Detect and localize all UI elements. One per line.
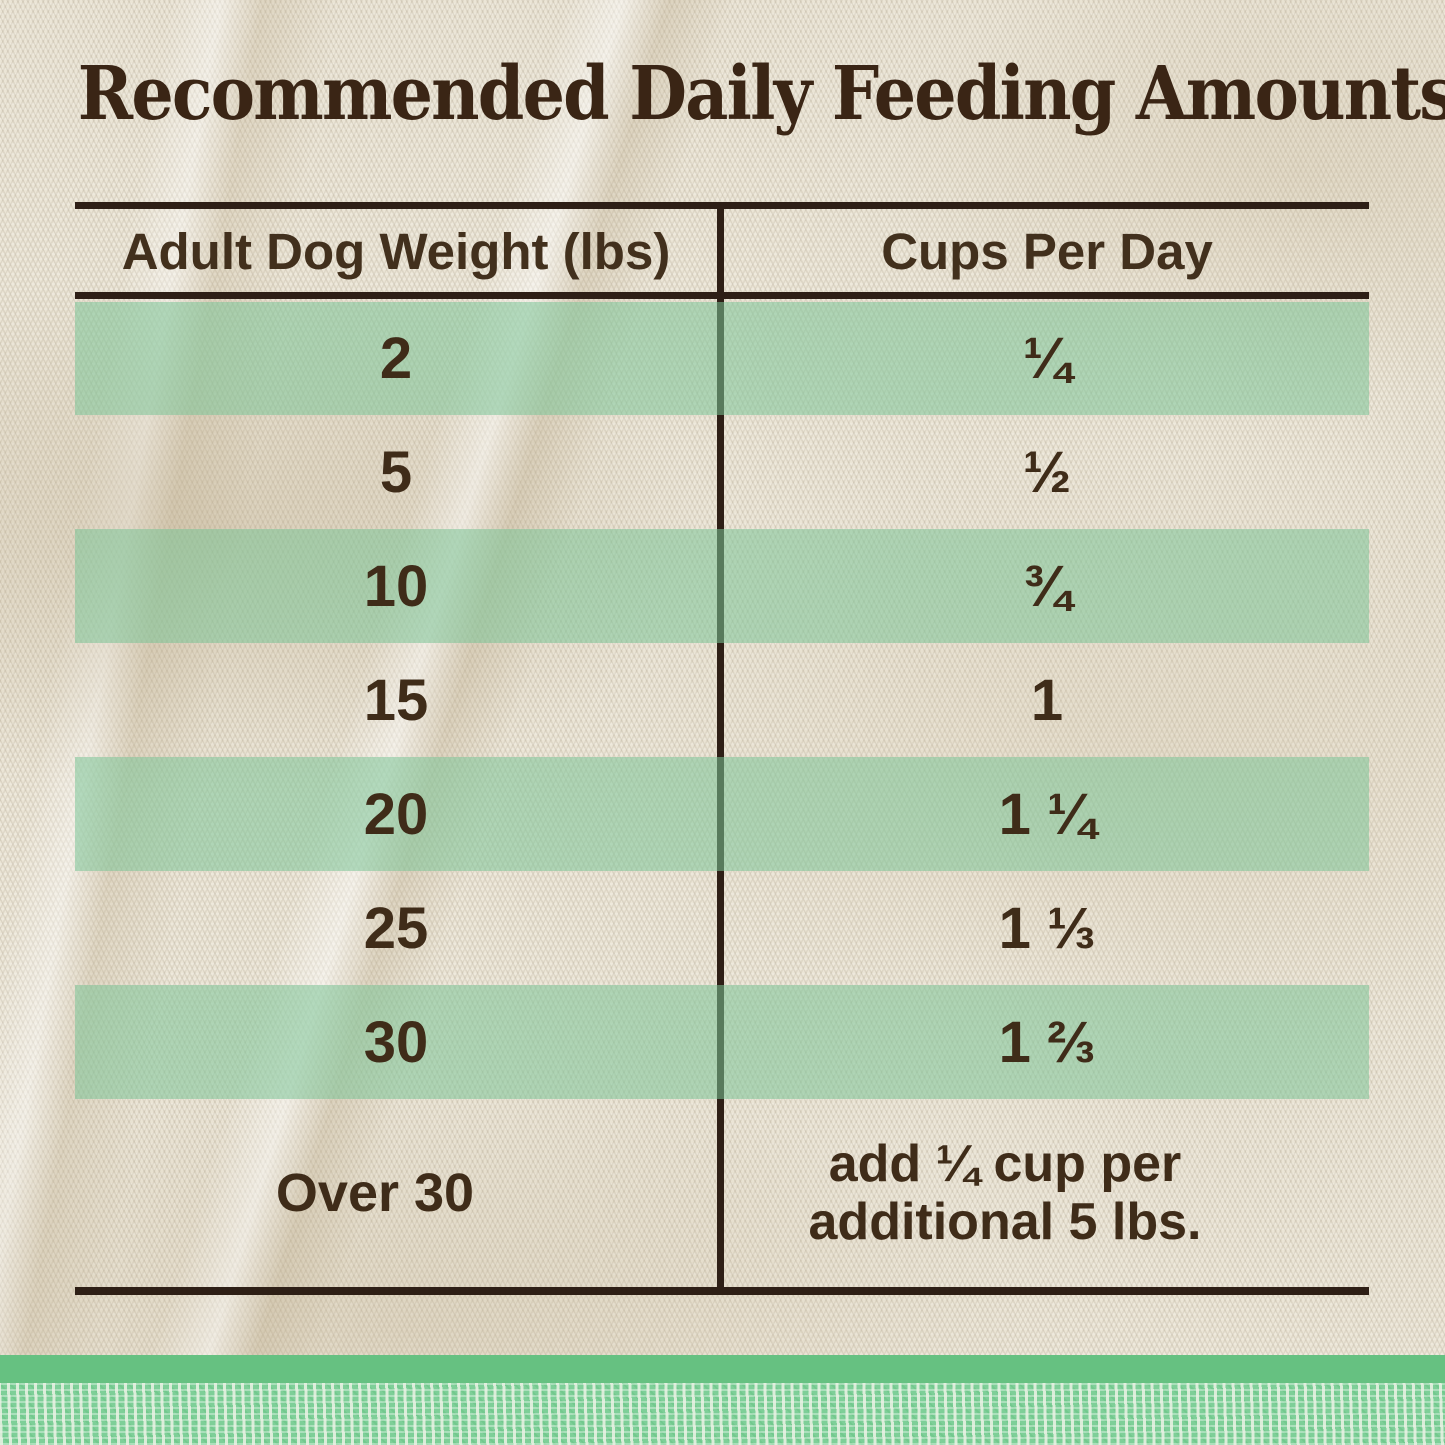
row-gap <box>717 757 725 871</box>
weight-cell: 10 <box>363 553 429 619</box>
weight-cell: 30 <box>363 1009 429 1075</box>
cups-cell: ¾ <box>1022 553 1072 619</box>
cups-cell: add ¼ cup per additional 5 lbs. <box>683 1099 1327 1287</box>
cups-cell: 1 <box>1030 667 1064 733</box>
cups-cell: ½ <box>1022 439 1072 505</box>
row-gap <box>675 1099 683 1287</box>
row-gap <box>717 302 725 415</box>
header-gap <box>717 210 725 292</box>
table-row: 5 ½ <box>75 415 1369 529</box>
cups-cell: 1 ⅔ <box>998 1009 1096 1075</box>
row-gap <box>717 871 725 985</box>
table-row: 15 1 <box>75 643 1369 757</box>
weight-cell: 25 <box>363 895 429 961</box>
weight-cell: Over 30 <box>275 1162 475 1223</box>
cups-note-text: add ¼ cup per additional 5 lbs. <box>808 1134 1202 1251</box>
cups-cell: 1 ¼ <box>998 781 1096 847</box>
table-row: 25 1 ⅓ <box>75 871 1369 985</box>
row-gap <box>717 985 725 1099</box>
table-row: 2 ¼ <box>75 302 1369 415</box>
column-divider <box>717 202 724 1295</box>
towel-texture-band <box>0 1383 1445 1445</box>
title-row: Recommended Daily Feeding Amounts: <box>0 51 1445 137</box>
row-gap <box>717 529 725 643</box>
table-row: 30 1 ⅔ <box>75 985 1369 1099</box>
column-header-cups: Cups Per Day <box>881 222 1213 280</box>
cups-cell: 1 ⅓ <box>998 895 1096 961</box>
page-title: Recommended Daily Feeding Amounts: <box>77 51 1445 137</box>
cups-cell: ¼ <box>1022 326 1072 391</box>
weight-cell: 20 <box>363 781 429 847</box>
table-row: 20 1 ¼ <box>75 757 1369 871</box>
row-gap <box>717 415 725 529</box>
table-row: Over 30 add ¼ cup per additional 5 lbs. <box>75 1099 1369 1287</box>
column-header-weight: Adult Dog Weight (lbs) <box>121 222 671 280</box>
weight-cell: 2 <box>379 326 413 391</box>
green-accent-bar <box>0 1355 1445 1383</box>
weight-cell: 15 <box>363 667 429 733</box>
table-row: 10 ¾ <box>75 529 1369 643</box>
weight-cell: 5 <box>379 439 413 505</box>
row-gap <box>717 643 725 757</box>
table-header-row: Adult Dog Weight (lbs) Cups Per Day <box>75 210 1369 292</box>
